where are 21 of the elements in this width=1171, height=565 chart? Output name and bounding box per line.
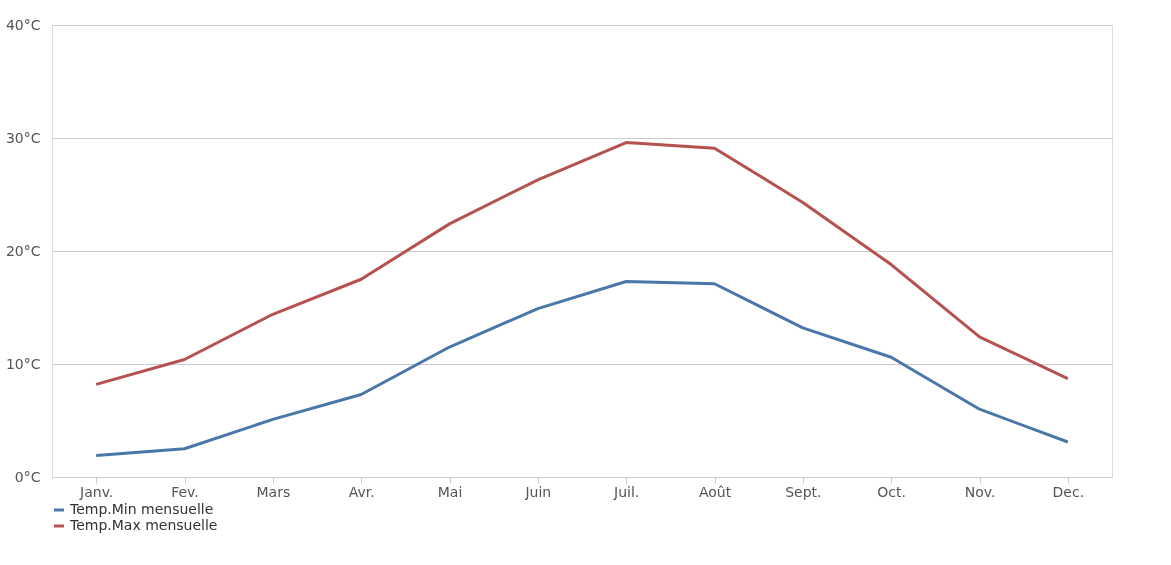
y-tick-label: 0°C [14, 468, 41, 485]
x-tick-label: Juil. [613, 483, 640, 500]
x-tick-label: Fev. [171, 483, 199, 500]
y-tick-label: 10°C [5, 355, 41, 372]
y-tick-label: 40°C [5, 16, 41, 33]
x-tick-label: Juin [524, 483, 552, 500]
line-series [94, 141, 1070, 386]
line-series [94, 280, 1070, 458]
x-tick-label: Sept. [785, 483, 822, 500]
x-tick-label: Nov. [964, 483, 996, 500]
x-tick-label: Janv. [79, 483, 114, 500]
x-tick-label: Oct. [877, 483, 906, 500]
y-tick-label: 20°C [5, 242, 41, 259]
x-tick-label: Août [698, 483, 732, 500]
x-tick-label: Dec. [1052, 483, 1085, 500]
x-tick-label: Mai [437, 483, 463, 500]
legend-label: Temp.Min mensuelle [69, 501, 214, 517]
y-tick-label: 30°C [5, 129, 41, 146]
x-tick-label: Avr. [348, 483, 375, 500]
legend-label: Temp.Max mensuelle [69, 517, 218, 533]
x-tick-label: Mars [256, 483, 291, 500]
